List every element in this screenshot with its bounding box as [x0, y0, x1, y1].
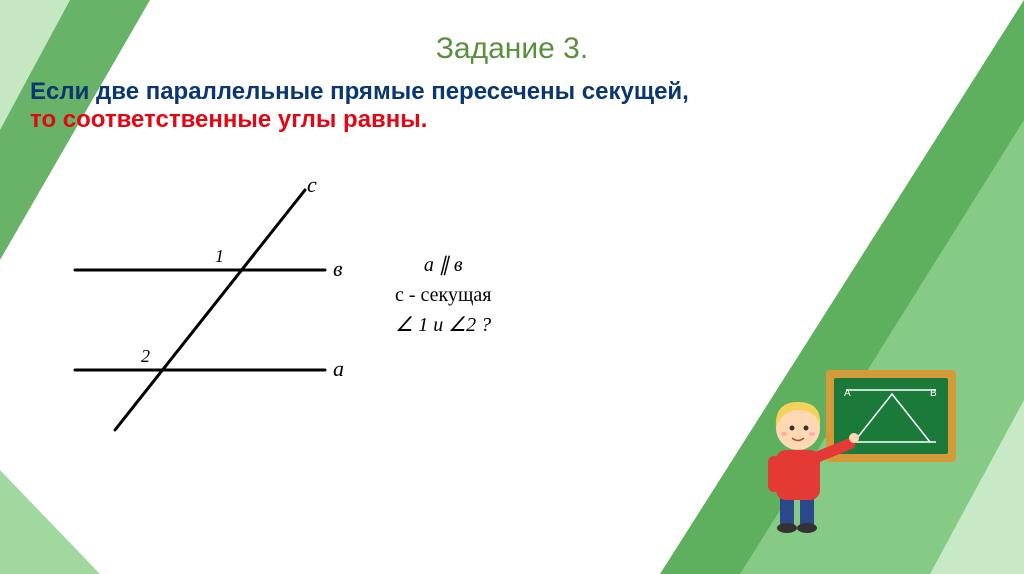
- math-annotations: a ∥ в с - секущая ∠ 1 и ∠2 ?: [395, 250, 491, 340]
- label-c: c: [307, 172, 317, 197]
- math-parallel: a ∥ в: [395, 250, 491, 280]
- svg-text:A: A: [844, 388, 851, 399]
- label-2: 2: [141, 346, 150, 366]
- math-angles: ∠ 1 и ∠2 ?: [395, 310, 491, 340]
- svg-text:B: B: [930, 388, 937, 399]
- line-c: [115, 190, 305, 430]
- statement-line1: Если две параллельные прямые пересечены …: [0, 78, 1024, 106]
- bg-poly-6: [0, 470, 100, 574]
- math-secant: с - секущая: [395, 280, 491, 310]
- label-1: 1: [215, 246, 224, 266]
- slide-title: Задание 3.: [0, 32, 1024, 66]
- teacher-illustration: A B: [754, 364, 964, 534]
- label-a: a: [333, 356, 344, 381]
- statement-line2: то соответственные углы равны.: [0, 106, 1024, 134]
- label-b: в: [333, 256, 343, 281]
- geometry-diagram: c в a 1 2: [45, 170, 375, 460]
